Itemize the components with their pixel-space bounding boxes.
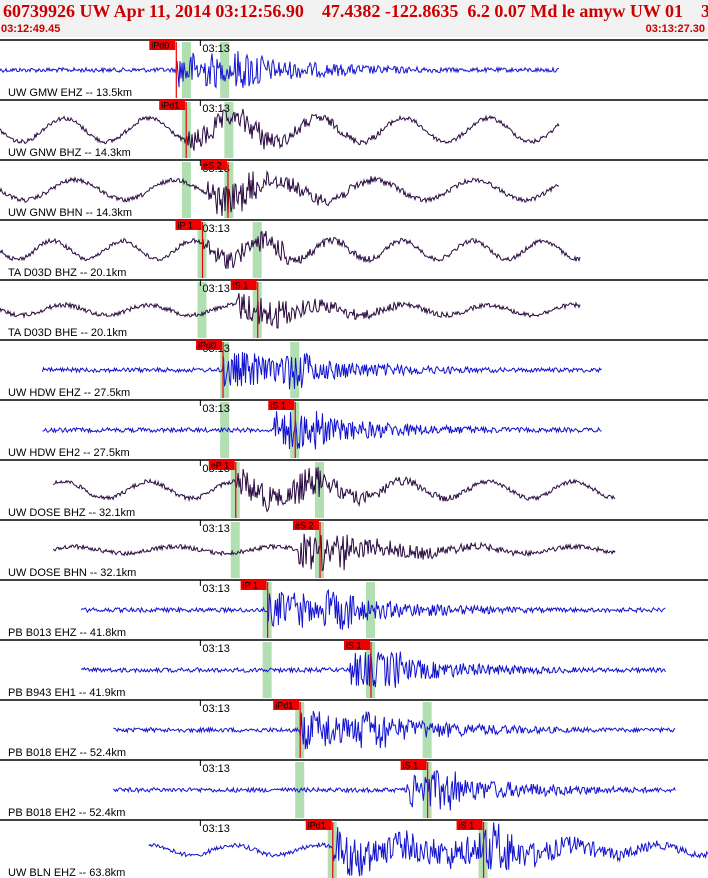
- window-start-time: 03:12:49.45: [1, 23, 61, 35]
- pick-window: [220, 42, 230, 98]
- p-pick-tag: [149, 40, 176, 50]
- minute-label: 03:13: [202, 403, 230, 415]
- p-pick-tag: [240, 580, 267, 590]
- p-pick-tag: [305, 820, 332, 830]
- waveform: [113, 711, 676, 750]
- pick-window: [220, 342, 230, 398]
- p-pick-label: iPd0: [151, 41, 169, 51]
- waveform: [52, 466, 616, 513]
- station-label: PB B943 EH1 -- 41.9km: [8, 687, 125, 699]
- trace-panel: 03:13eP 1UW DOSE BHZ -- 32.1km: [0, 459, 708, 519]
- pick-window: [220, 402, 230, 458]
- s-pick-tag: [400, 760, 427, 770]
- trace-panel: 03:13 iS 1 PB B943 EH1 -- 41.9km: [0, 639, 708, 699]
- trace-panel: 03:13 iPd1 iS 1 UW BLN EHZ -- 63.8km: [0, 819, 708, 878]
- s-pick-tag: [268, 400, 295, 410]
- s-pick-tag: [200, 160, 227, 170]
- trace-panel: 03:13 iPd0 UW GMW EHZ -- 13.5km: [0, 39, 708, 99]
- waveform: [52, 533, 616, 572]
- window-end-time: 03:13:27.30: [645, 23, 705, 35]
- s-pick-tag: [456, 820, 483, 830]
- seismogram-panels: 03:13 iPd0 UW GMW EHZ -- 13.5km 03:13 iPd1 UW…: [0, 39, 708, 878]
- station-label: UW HDW EHZ -- 27.5km: [8, 387, 130, 399]
- p-pick-label: iPd1: [275, 701, 293, 711]
- p-pick-label: iPd1: [308, 821, 326, 831]
- p-pick-tag: [196, 340, 223, 350]
- p-pick-tag: [175, 220, 202, 230]
- s-pick-label: eS 2: [295, 521, 314, 531]
- minute-label: 03:13: [202, 583, 230, 595]
- waveform: [0, 108, 560, 151]
- waveform: [42, 410, 602, 450]
- s-pick-tag: [230, 280, 257, 290]
- minute-label: 03:13: [202, 763, 230, 775]
- p-pick-label: eP 1: [211, 461, 229, 471]
- p-pick-tag: [208, 460, 235, 470]
- trace-panel: 03:13 iS 1 UW HDW EH2 -- 27.5km: [0, 399, 708, 459]
- station-label: UW DOSE BHN -- 32.1km: [8, 567, 136, 579]
- p-pick-label: iP 1: [177, 221, 192, 231]
- station-label: TA D03D BHE -- 20.1km: [8, 327, 127, 339]
- trace-panel: 03:13 iS 1 PB B018 EH2 -- 52.4km: [0, 759, 708, 819]
- station-label: TA D03D BHZ -- 20.1km: [8, 267, 126, 279]
- waveform: [112, 770, 676, 811]
- trace-panel: 03:13 eS 2 UW DOSE BHN -- 32.1km: [0, 519, 708, 579]
- minute-label: 03:13: [202, 703, 230, 715]
- pick-window: [181, 42, 191, 98]
- station-label: PB B018 EHZ -- 52.4km: [8, 747, 126, 759]
- station-label: UW DOSE BHZ -- 32.1km: [8, 507, 135, 519]
- minute-label: 03:13: [202, 643, 230, 655]
- minute-label: 03:13: [202, 43, 230, 55]
- p-pick-label: iPd0: [198, 341, 216, 351]
- pick-window: [181, 162, 191, 218]
- p-pick-label: iP 1: [243, 581, 258, 591]
- trace-panel: 03:13 iS 1 TA D03D BHE -- 20.1km: [0, 279, 708, 339]
- pick-window: [252, 222, 262, 278]
- station-label: PB B018 EH2 -- 52.4km: [8, 807, 125, 819]
- station-label: UW GMW EHZ -- 13.5km: [8, 87, 132, 99]
- waveform: [148, 822, 708, 877]
- s-pick-tag: [293, 520, 320, 530]
- pick-window: [197, 282, 207, 338]
- minute-label: 03:13: [202, 823, 230, 835]
- minute-label: 03:13: [202, 523, 230, 535]
- pick-window: [230, 522, 240, 578]
- waveform: [0, 293, 581, 329]
- minute-label: 03:13: [202, 223, 230, 235]
- p-pick-label: iPd1: [161, 101, 179, 111]
- p-pick-tag: [159, 100, 186, 110]
- p-pick-tag: [273, 700, 300, 710]
- trace-panel: 03:13 iP 1 PB B013 EHZ -- 41.8km: [0, 579, 708, 639]
- s-pick-label: iS 1: [403, 761, 419, 771]
- trace-panel: 03:13 iP 1 TA D03D BHZ -- 20.1km: [0, 219, 708, 279]
- s-pick-label: iS 1: [459, 821, 475, 831]
- s-pick-tag: [343, 640, 370, 650]
- trace-panel: 03:13 iPd1 PB B018 EHZ -- 52.4km: [0, 699, 708, 759]
- minute-label: 03:13: [202, 283, 230, 295]
- waveform: [0, 230, 581, 269]
- s-pick-label: eS 2: [203, 161, 222, 171]
- pick-window: [262, 642, 272, 698]
- station-label: PB B013 EHZ -- 41.8km: [8, 627, 126, 639]
- event-header: 60739926 UW Apr 11, 2014 03:12:56.90 47.…: [0, 0, 708, 37]
- station-label: UW GNW BHZ -- 14.3km: [8, 147, 131, 159]
- station-label: UW HDW EH2 -- 27.5km: [8, 447, 130, 459]
- s-pick-label: iS 1: [233, 281, 249, 291]
- waveform: [0, 51, 559, 89]
- waveform: [80, 588, 666, 630]
- s-pick-label: iS 1: [346, 641, 362, 651]
- waveform: [81, 651, 666, 688]
- s-pick-label: iS 1: [270, 401, 286, 411]
- station-label: UW BLN EHZ -- 63.8km: [8, 867, 125, 878]
- event-title: 60739926 UW Apr 11, 2014 03:12:56.90 47.…: [3, 1, 708, 21]
- pick-window: [224, 102, 234, 158]
- waveform: [0, 169, 560, 217]
- waveform: [42, 351, 602, 390]
- station-label: UW GNW BHN -- 14.3km: [8, 207, 132, 219]
